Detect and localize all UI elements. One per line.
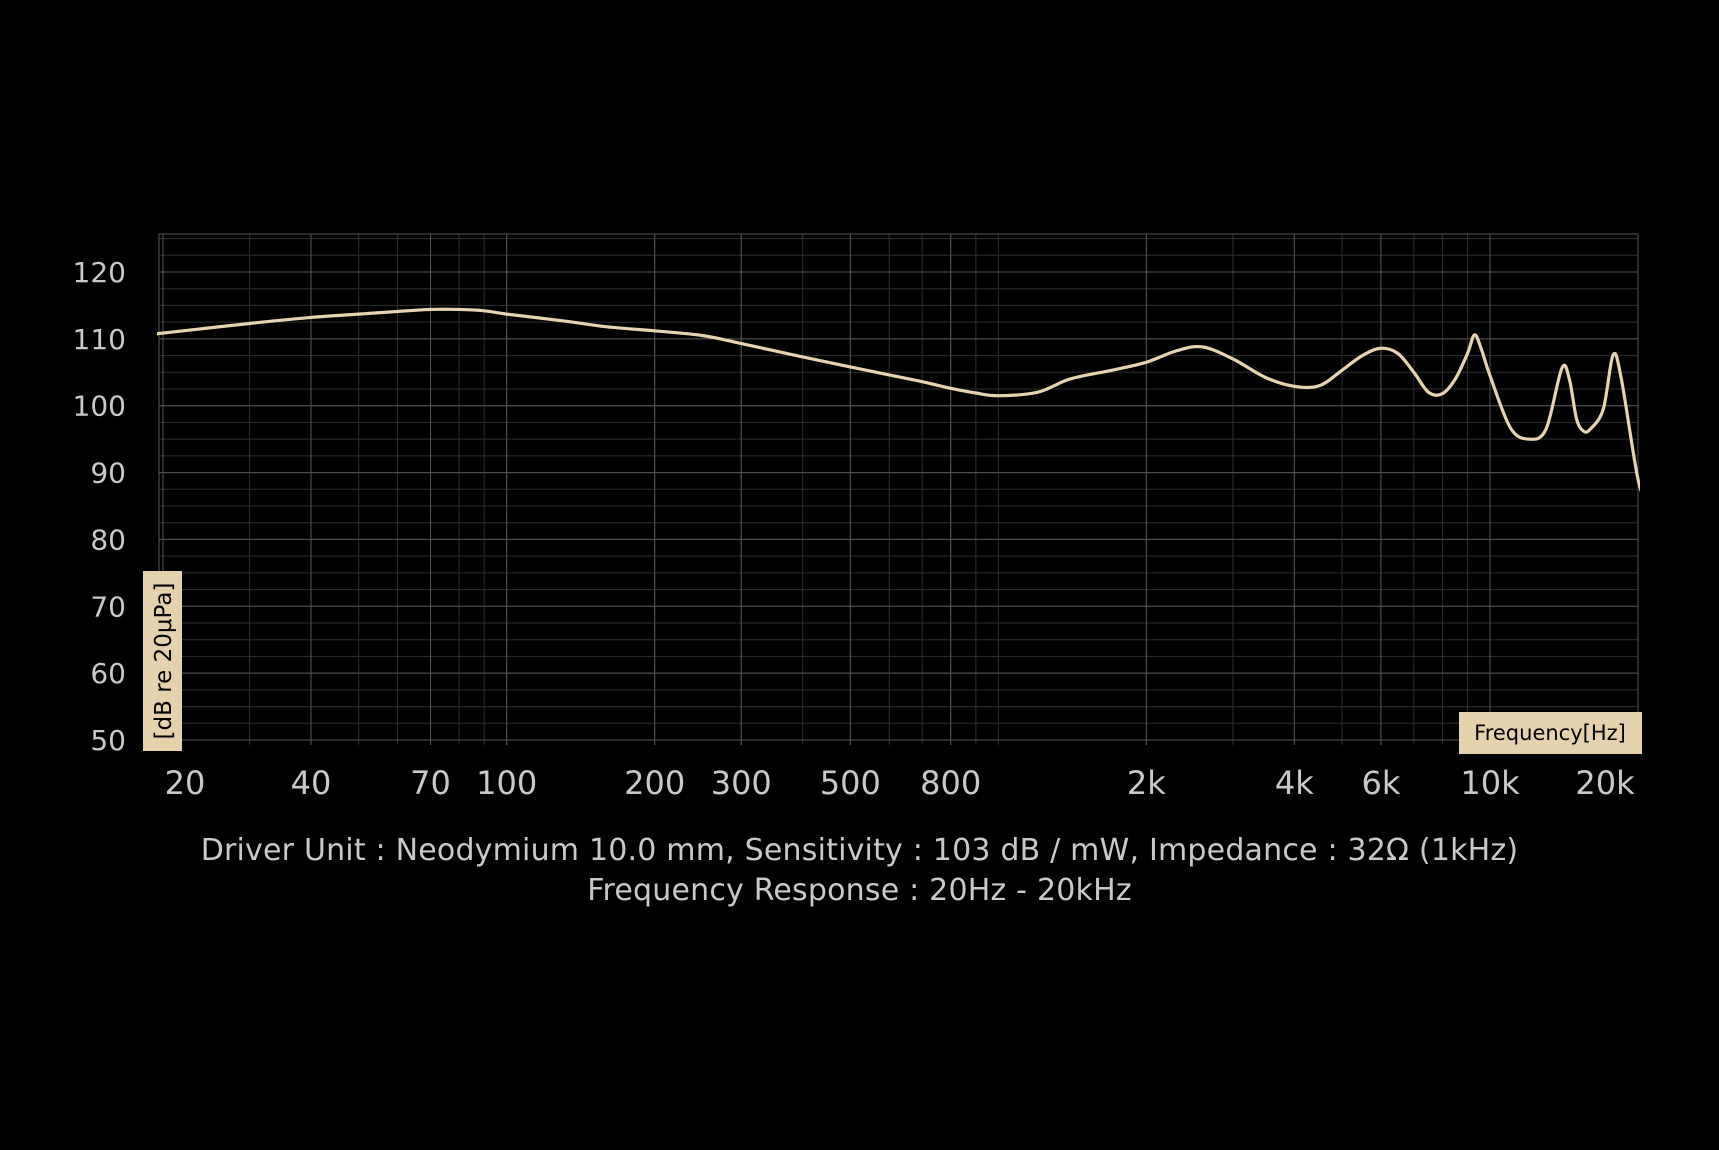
y-tick-label: 110 bbox=[73, 323, 126, 356]
y-tick-label: 70 bbox=[90, 590, 126, 623]
y-axis-label-text: [dB re 20μPa] bbox=[151, 583, 177, 740]
x-tick-label: 20k bbox=[1575, 764, 1635, 802]
y-tick-label: 80 bbox=[90, 523, 126, 556]
spec-frequency-response: Frequency Response : 20Hz - 20kHz bbox=[587, 873, 1132, 908]
x-tick-label: 4k bbox=[1275, 764, 1314, 802]
x-axis-label-box bbox=[1459, 712, 1642, 754]
x-axis-label-text: Frequency[Hz] bbox=[1474, 721, 1626, 745]
x-tick-label: 70 bbox=[410, 764, 451, 802]
series-layer bbox=[157, 307, 1640, 493]
x-axis-label: Frequency[Hz] bbox=[1459, 712, 1642, 754]
x-tick-label: 20 bbox=[165, 764, 206, 802]
x-tick-label: 500 bbox=[820, 764, 881, 802]
y-tick-label: 100 bbox=[73, 390, 126, 423]
y-axis-label-box bbox=[143, 571, 182, 751]
x-tick-label: 10k bbox=[1460, 764, 1520, 802]
grid-major-horizontal bbox=[159, 233, 1638, 741]
x-tick-label: 6k bbox=[1361, 764, 1400, 802]
y-axis-label: [dB re 20μPa] bbox=[143, 571, 182, 751]
x-axis-tick-labels: 20 40 70 100 200 300 500 800 2k 4k 6k 10k 20k bbox=[165, 764, 1635, 802]
x-tick-label: 100 bbox=[476, 764, 537, 802]
series-line bbox=[157, 307, 1640, 493]
y-tick-label: 60 bbox=[90, 657, 126, 690]
spec-driver-sensitivity-impedance: Driver Unit : Neodymium 10.0 mm, Sensiti… bbox=[200, 833, 1519, 868]
x-tick-label: 40 bbox=[291, 764, 332, 802]
x-tick-label: 2k bbox=[1127, 764, 1166, 802]
grid-major-vertical bbox=[158, 234, 1639, 745]
y-tick-label: 50 bbox=[90, 724, 126, 757]
x-tick-label: 800 bbox=[920, 764, 981, 802]
y-tick-label: 90 bbox=[90, 457, 126, 490]
x-tick-label: 200 bbox=[624, 764, 685, 802]
y-tick-label: 120 bbox=[73, 256, 126, 289]
x-tick-label: 300 bbox=[711, 764, 772, 802]
y-axis-tick-labels: 50 60 70 80 90 100 110 120 bbox=[73, 256, 126, 757]
